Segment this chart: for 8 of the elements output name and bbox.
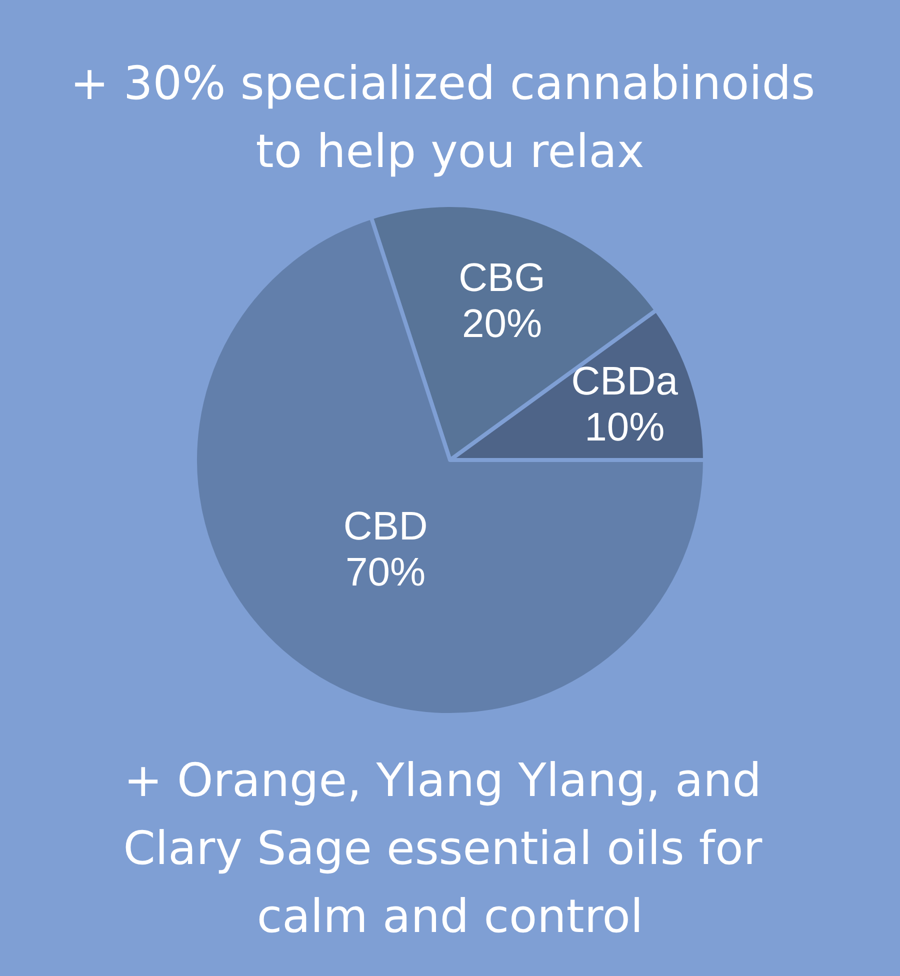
chart-title: + 30% specialized cannabinoids to help you relax [70, 56, 830, 178]
slice-label: CBDa [571, 359, 679, 404]
data-label: 70% [346, 550, 426, 595]
slice-label: CBD [343, 504, 428, 549]
data-label: 10% [584, 405, 665, 450]
data-label: 20% [462, 302, 542, 346]
text: + Orange, Ylang Ylang, and Clary Sage essential oils for calm and control [123, 753, 777, 943]
slice-label: CBG [458, 256, 546, 300]
